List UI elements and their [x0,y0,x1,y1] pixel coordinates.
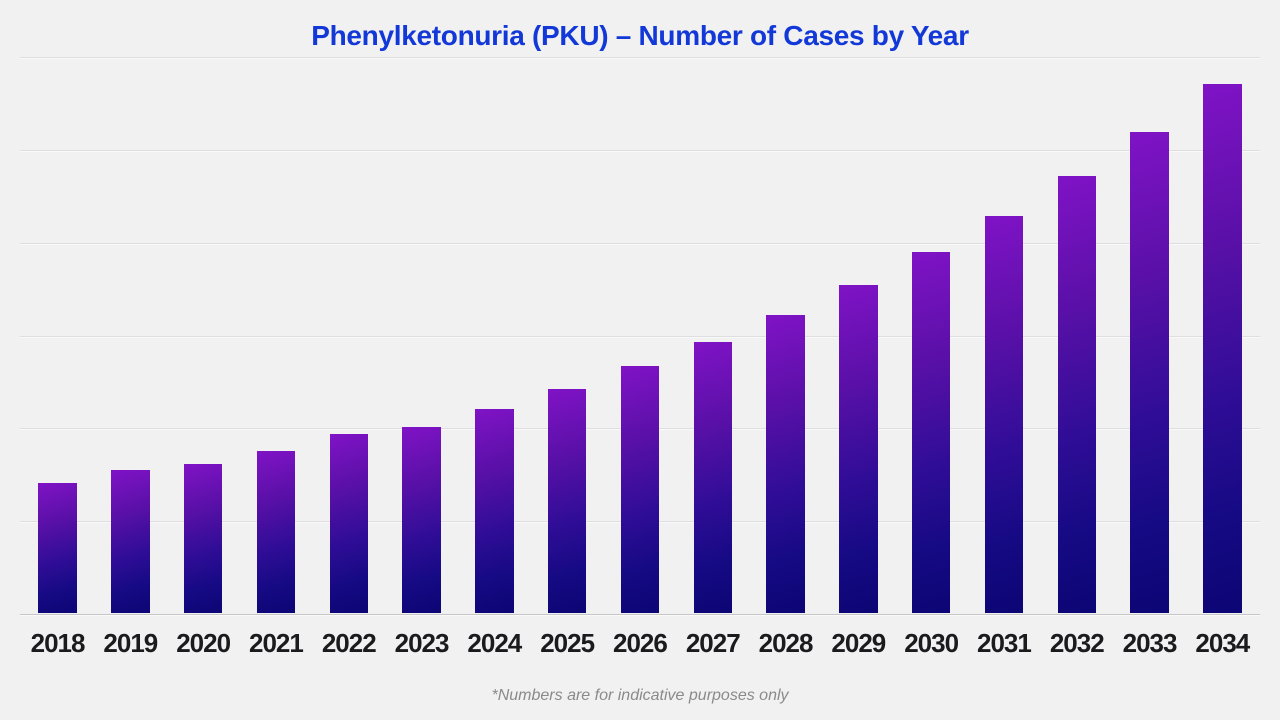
x-tick-2019: 2019 [103,628,158,658]
x-tick-2034: 2034 [1195,628,1250,658]
bar-2021 [256,451,296,613]
x-tick-2032: 2032 [1049,628,1105,658]
bar-2025 [547,389,587,613]
bar-2031 [984,215,1024,613]
x-tick-2020: 2020 [176,628,231,658]
x-tick-2022: 2022 [321,628,377,658]
bar-2023 [402,427,441,613]
x-tick-2023: 2023 [394,628,450,658]
x-tick-2027: 2027 [685,628,741,658]
x-tick-2030: 2030 [904,628,959,658]
x-tick-2026: 2026 [613,628,668,658]
plot-area: 2018 2019 2020 2021 2022 2023 2024 2025 2026 2027… [20,57,1260,658]
bar-2032 [1057,175,1096,613]
x-tick-2029: 2029 [831,628,886,658]
x-tick-2025: 2025 [540,628,595,658]
bar-2027 [693,341,732,613]
bar-2026 [620,366,660,613]
bar-2028 [766,315,805,613]
gridline [20,242,1260,244]
x-tick-2033: 2033 [1122,628,1178,658]
bar-2034 [1203,83,1242,613]
bar-2022 [329,433,368,613]
bar-2024 [475,408,514,613]
gridline [20,149,1260,151]
bar-2020 [183,464,223,613]
bar-2030 [911,251,951,613]
bar-2033 [1130,132,1169,613]
x-axis-line [20,614,1260,615]
bar-2019 [111,470,150,613]
gridline [20,57,1260,58]
x-tick-2024: 2024 [467,628,522,658]
bar-2018 [38,483,77,613]
bar-2029 [839,285,878,613]
x-tick-2031: 2031 [977,628,1032,658]
gridline [20,335,1260,337]
x-tick-2021: 2021 [249,628,304,658]
x-tick-2018: 2018 [30,628,86,658]
footnote: *Numbers are for indicative purposes onl… [491,687,789,704]
x-tick-2028: 2028 [758,628,814,658]
chart-title: Phenylketonuria (PKU) – Number of Cases … [311,20,969,51]
